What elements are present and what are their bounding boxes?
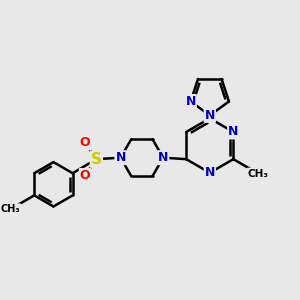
Text: CH₃: CH₃ xyxy=(248,169,269,178)
Text: N: N xyxy=(158,151,168,164)
Text: N: N xyxy=(205,166,215,179)
Text: N: N xyxy=(116,151,126,164)
Text: N: N xyxy=(185,95,196,108)
Text: N: N xyxy=(228,125,239,139)
Text: N: N xyxy=(205,109,215,122)
Text: O: O xyxy=(80,136,90,149)
Text: O: O xyxy=(80,169,90,182)
Text: S: S xyxy=(91,152,102,167)
Text: CH₃: CH₃ xyxy=(1,204,20,214)
